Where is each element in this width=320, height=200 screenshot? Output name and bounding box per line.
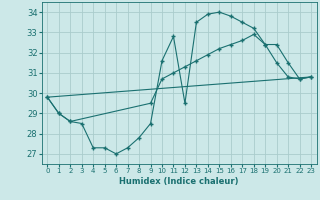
X-axis label: Humidex (Indice chaleur): Humidex (Indice chaleur) — [119, 177, 239, 186]
